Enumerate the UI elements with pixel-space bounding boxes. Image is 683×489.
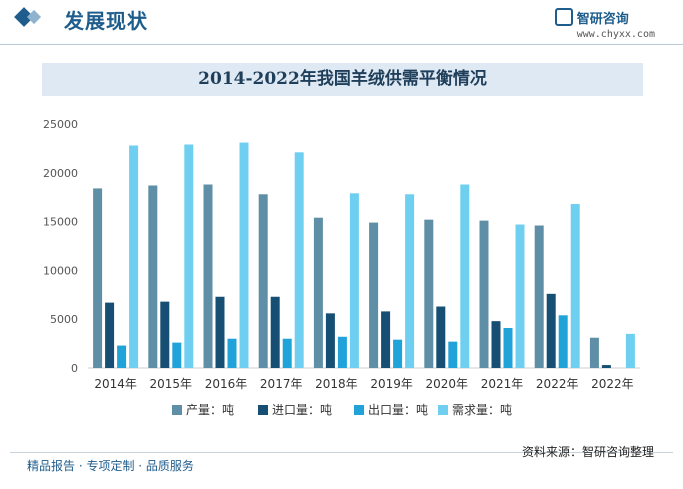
bar-demand: [294, 152, 304, 368]
bar-production: [479, 220, 489, 368]
bar-export: [337, 336, 347, 368]
bar-import: [491, 321, 501, 368]
legend-label-import: 进口量：吨: [272, 403, 332, 417]
bar-export: [117, 345, 127, 368]
bar-import: [215, 296, 225, 368]
legend-label-production: 产量：吨: [186, 403, 234, 417]
x-tick-label: 2017年: [260, 377, 303, 391]
bar-import: [436, 306, 446, 368]
x-tick-label: 2016年: [205, 377, 248, 391]
brand-name: 智研咨询: [576, 12, 629, 27]
bar-production: [313, 217, 323, 368]
bar-demand: [460, 184, 470, 368]
bar-production: [93, 188, 103, 368]
legend-swatch-demand: [438, 405, 448, 415]
bar-export: [503, 327, 513, 368]
bar-demand: [129, 145, 139, 368]
legend-swatch-export: [354, 405, 364, 415]
header: 发展现状 智研咨询 www.chyxx.com: [0, 0, 683, 46]
bar-demand: [239, 142, 249, 368]
section-title: 发展现状: [64, 9, 148, 33]
bar-import: [546, 293, 556, 368]
y-tick-label: 10000: [43, 264, 78, 277]
bar-export: [172, 342, 182, 368]
brand: 智研咨询 www.chyxx.com: [554, 8, 655, 40]
x-tick-label: 2022年: [591, 377, 634, 391]
brand-logo-icon: [554, 8, 573, 26]
bar-production: [424, 219, 434, 368]
bar-export: [393, 339, 403, 368]
bar-production: [369, 222, 379, 368]
bar-production: [203, 184, 213, 368]
bar-export: [282, 338, 292, 368]
legend-swatch-production: [172, 405, 182, 415]
bar-demand: [184, 144, 194, 368]
y-tick-label: 25000: [43, 118, 78, 131]
y-tick-label: 5000: [50, 313, 78, 326]
bar-demand: [515, 224, 525, 368]
bar-import: [105, 302, 115, 368]
bar-demand: [570, 204, 580, 368]
legend-label-demand: 需求量：吨: [452, 403, 512, 417]
brand-url: www.chyxx.com: [576, 29, 655, 40]
header-divider: [0, 44, 683, 45]
footer-divider: [10, 452, 673, 453]
bar-import: [325, 313, 335, 368]
bar-production: [258, 194, 268, 368]
bar-import: [601, 365, 611, 368]
x-tick-label: 2022年: [536, 377, 579, 391]
bar-chart: 0 5000 10000 15000 20000 25000 2014年 2015年 2016年…: [43, 118, 640, 417]
x-tick-label: 2015年: [150, 377, 193, 391]
x-tick-label: 2014年: [94, 377, 137, 391]
y-tick-label: 0: [71, 362, 78, 375]
bar-import: [381, 311, 391, 368]
chart-title: 2014-2022年我国羊绒供需平衡情况: [198, 69, 487, 89]
x-tick-label: 2019年: [370, 377, 413, 391]
x-tick-label: 2021年: [481, 377, 524, 391]
bar-demand: [349, 193, 359, 368]
chart-title-band: 2014-2022年我国羊绒供需平衡情况: [42, 63, 643, 96]
bar-production: [534, 225, 544, 368]
x-tick-label: 2020年: [426, 377, 469, 391]
bar-export: [448, 341, 458, 368]
bar-demand: [625, 333, 635, 368]
bar-production: [148, 185, 158, 368]
legend-label-export: 出口量：吨: [368, 403, 428, 417]
bar-production: [589, 337, 599, 368]
x-tick-label: 2018年: [315, 377, 358, 391]
bar-demand: [405, 194, 415, 368]
legend-swatch-import: [258, 405, 268, 415]
footer-tagline: 精品报告 · 专项定制 · 品质服务: [27, 459, 194, 473]
y-tick-label: 20000: [43, 167, 78, 180]
bar-import: [270, 296, 280, 368]
data-source: 资料来源：智研咨询整理: [522, 445, 655, 459]
bar-export: [558, 315, 568, 368]
bar-export: [227, 338, 237, 368]
bar-import: [160, 301, 170, 368]
y-tick-label: 15000: [43, 216, 78, 229]
